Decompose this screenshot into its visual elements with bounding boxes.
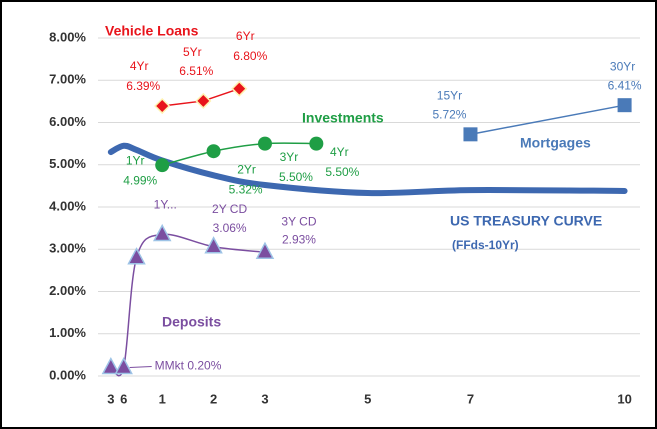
triangle-marker — [114, 356, 133, 375]
point-label: 1Y... — [154, 198, 177, 212]
value-label: 5.50% — [325, 165, 359, 179]
x-tick-label: 5 — [364, 391, 371, 406]
y-tick-label: 0.00% — [49, 367, 86, 382]
circle-marker — [155, 158, 170, 173]
circle-marker — [206, 144, 221, 159]
triangle-marker — [152, 223, 172, 242]
point-label: 5Yr — [183, 45, 202, 59]
diamond-marker — [154, 97, 171, 115]
point-label: 2Yr — [237, 162, 256, 176]
diamond-marker — [231, 80, 248, 97]
x-tick-label: 3 — [107, 391, 114, 406]
series-name: Vehicle Loans — [105, 23, 199, 39]
value-label: 6.41% — [608, 78, 642, 92]
series-name: Mortgages — [520, 135, 591, 151]
y-tick-label: 7.00% — [49, 72, 86, 87]
diamond-marker — [195, 92, 212, 110]
series-line — [107, 142, 628, 197]
point-label: 1Yr — [126, 153, 145, 167]
series-name: Deposits — [162, 314, 221, 330]
y-tick-label: 1.00% — [49, 325, 86, 340]
value-label: 3.06% — [213, 221, 247, 235]
point-label: 30Yr — [610, 59, 635, 73]
x-tick-label: 6 — [120, 391, 127, 406]
x-tick-label: 2 — [210, 391, 217, 406]
leader-line — [129, 366, 152, 369]
y-tick-label: 2.00% — [49, 283, 86, 298]
x-tick-label: 3 — [261, 391, 268, 406]
y-tick-label: 3.00% — [49, 241, 86, 256]
point-label: 6Yr — [236, 29, 255, 43]
point-label: 3Y CD — [281, 214, 316, 228]
series-name: US TREASURY CURVE — [450, 213, 602, 229]
value-label: 5.72% — [432, 108, 466, 122]
y-tick-label: 8.00% — [49, 29, 86, 44]
series-note: (FFds-10Yr) — [452, 238, 519, 252]
x-tick-label: 7 — [467, 391, 474, 406]
value-label: 2.93% — [282, 232, 316, 246]
triangle-marker — [204, 236, 223, 254]
value-label: 6.80% — [233, 49, 267, 63]
point-label: 4Yr — [130, 59, 149, 73]
point-label: 4Yr — [330, 145, 349, 159]
value-label: 4.99% — [123, 173, 157, 187]
square-marker — [463, 127, 478, 142]
series-name: Investments — [302, 110, 384, 126]
series-line — [469, 104, 626, 136]
y-tick-label: 5.00% — [49, 156, 86, 171]
y-tick-label: 4.00% — [49, 198, 86, 213]
x-tick-label: 10 — [617, 391, 631, 406]
y-tick-label: 6.00% — [49, 114, 86, 129]
square-marker — [617, 98, 632, 113]
value-label: 5.32% — [229, 182, 263, 196]
value-label: 6.39% — [126, 79, 160, 93]
value-label: 5.50% — [279, 170, 313, 184]
value-label: MMkt 0.20% — [155, 359, 222, 373]
point-label: 3Yr — [280, 150, 299, 164]
point-label: 15Yr — [437, 89, 462, 103]
triangle-marker — [101, 356, 121, 375]
triangle-marker — [255, 241, 275, 259]
point-label: 2Y CD — [212, 202, 247, 216]
value-label: 6.51% — [179, 64, 213, 78]
circle-marker — [309, 136, 324, 151]
x-tick-label: 1 — [159, 391, 166, 406]
triangle-marker — [127, 247, 146, 265]
circle-marker — [257, 136, 272, 151]
series-line — [161, 142, 318, 166]
